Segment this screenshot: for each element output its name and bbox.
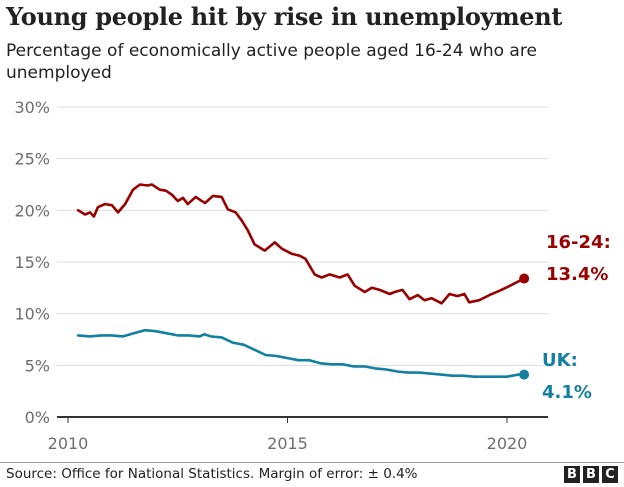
series-label: 16-24:: [546, 232, 611, 253]
bbc-logo-letter: B: [583, 466, 599, 483]
bbc-logo: B B C: [564, 466, 618, 483]
y-tick-label: 0%: [25, 408, 50, 427]
series-value-label: 4.1%: [542, 382, 592, 403]
x-tick-label: 2015: [267, 434, 308, 453]
series-label: UK:: [542, 350, 578, 371]
series-value-label: 13.4%: [546, 264, 608, 285]
y-tick-label: 30%: [14, 98, 50, 117]
x-tick-label: 2010: [48, 434, 89, 453]
x-axis: 2010 2015 2020: [48, 416, 548, 453]
y-tick-label: 25%: [14, 150, 50, 169]
footer-divider: [0, 462, 624, 463]
line-chart: 0%5%10%15%20%25%30% 2010 2015 2020 16-24:1…: [14, 98, 611, 453]
series-end-marker: [519, 369, 530, 380]
chart-title: Young people hit by rise in unemployment: [6, 2, 563, 31]
series-end-marker: [519, 273, 530, 284]
series-line-uk: [76, 328, 526, 378]
x-tick-label: 2020: [487, 434, 528, 453]
y-tick-label: 5%: [25, 356, 50, 375]
y-tick-label: 20%: [14, 201, 50, 220]
bbc-logo-letter: C: [602, 466, 618, 483]
chart-subtitle: Percentage of economically active people…: [6, 41, 537, 83]
end-labels: 16-24: 13.4% UK: 4.1%: [542, 232, 611, 403]
series-lines: [76, 183, 530, 380]
y-tick-label: 15%: [14, 253, 50, 272]
y-tick-label: 10%: [14, 305, 50, 324]
y-axis-ticks: 0% 5% 10% 15% 20% 25% 30%: [14, 98, 50, 427]
source-note: Source: Office for National Statistics. …: [6, 466, 418, 482]
bbc-logo-letter: B: [564, 466, 580, 483]
gridlines: [57, 106, 548, 366]
series-line-16-24: [76, 183, 526, 305]
